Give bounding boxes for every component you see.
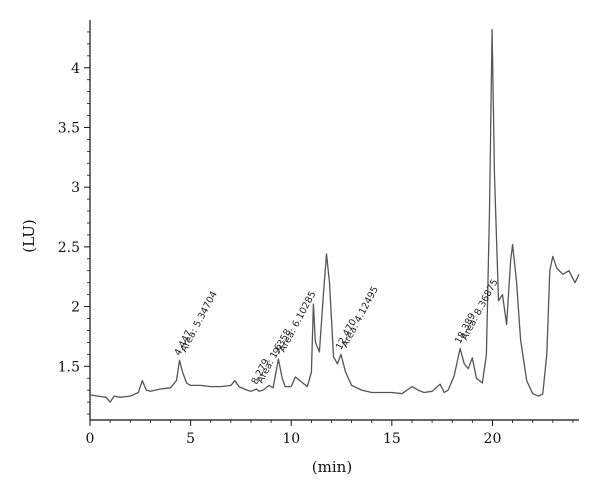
ticks: 0 5 10 15 20 1.5 2 2.5 3 3.5 4	[58, 31, 574, 447]
peak-annotation: Area: 8.36875	[459, 278, 500, 343]
y-tick-label: 1.5	[58, 359, 80, 375]
y-tick-label: 4	[71, 61, 80, 77]
y-axis-label: (LU)	[20, 219, 38, 253]
y-tick-label: 2	[71, 300, 80, 316]
x-tick-label: 10	[282, 431, 300, 447]
series	[89, 28, 580, 403]
y-tick-label: 2.5	[58, 240, 80, 256]
x-axis-label: (min)	[312, 458, 352, 476]
y-tick-label: 3.5	[58, 120, 80, 136]
axes	[89, 20, 579, 421]
x-tick-label: 5	[186, 431, 195, 447]
peak-annotation: Area: 4.12495	[340, 285, 381, 350]
peak-annotation: Area: 5.34704	[179, 289, 220, 354]
y-tick-label: 3	[71, 180, 80, 196]
x-tick-label: 15	[383, 431, 401, 447]
x-tick-label: 0	[86, 431, 95, 447]
series-line	[89, 28, 580, 403]
x-tick-label: 20	[484, 431, 502, 447]
